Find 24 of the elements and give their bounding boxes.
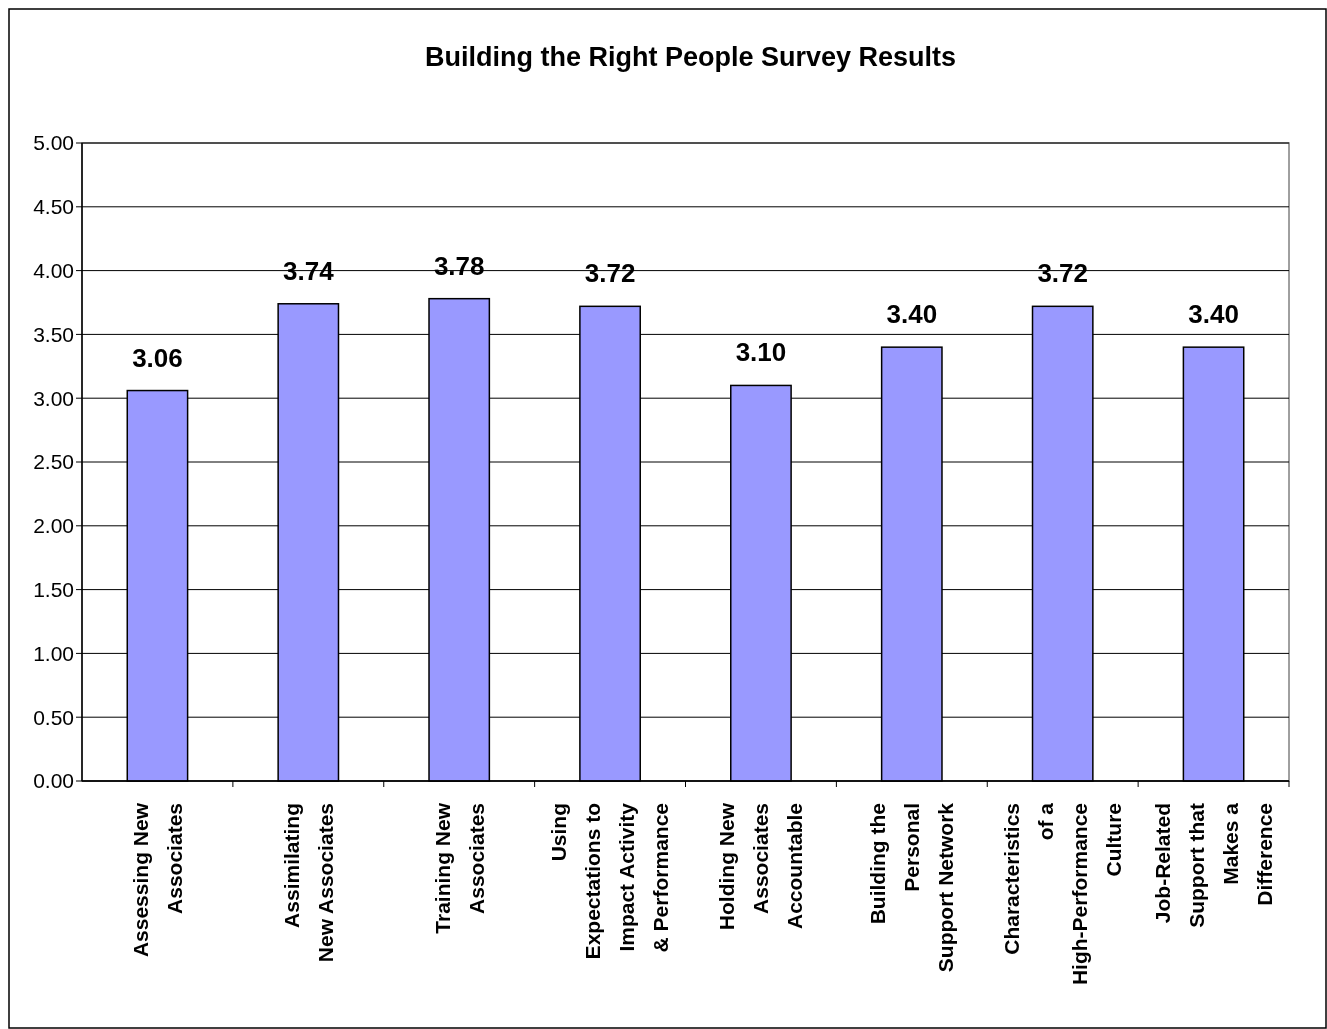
y-tick-label: 0.50	[33, 705, 74, 729]
y-tick-label: 4.50	[33, 195, 74, 219]
data-label: 3.06	[132, 342, 183, 373]
x-tick-label: Job-Related Support that Makes a Difference	[1150, 802, 1276, 928]
x-tick-label: Assessing New Associates	[128, 802, 186, 958]
y-tick-label: 3.00	[33, 386, 74, 410]
y-tick-label: 3.50	[33, 322, 74, 346]
x-tick-label: Characteristics of a High-Performance Culture	[1000, 802, 1126, 986]
y-tick-label: 5.00	[33, 131, 74, 155]
y-tick-label: 2.50	[33, 450, 74, 474]
x-tick-label: Using Expectations to Impact Activity & Performance	[547, 802, 673, 960]
y-tick-label: 0.00	[33, 769, 74, 793]
data-label: 3.40	[1188, 299, 1239, 330]
data-label: 3.40	[886, 299, 938, 330]
x-tick-label: Assimilating New Associates	[279, 803, 337, 963]
data-label: 3.10	[735, 337, 787, 368]
chart-title: Building the Right People Survey Results	[424, 42, 957, 72]
x-tick-label: Holding New Associates Accountable	[715, 802, 807, 931]
y-tick-label: 4.00	[33, 258, 74, 282]
y-tick-label: 1.50	[33, 577, 74, 601]
x-tick-label: Building the Personal Support Network	[866, 802, 958, 973]
y-tick-label: 2.00	[33, 514, 74, 538]
y-tick-label: 1.00	[33, 641, 74, 665]
x-tick-label: Training New Associates	[430, 802, 488, 934]
